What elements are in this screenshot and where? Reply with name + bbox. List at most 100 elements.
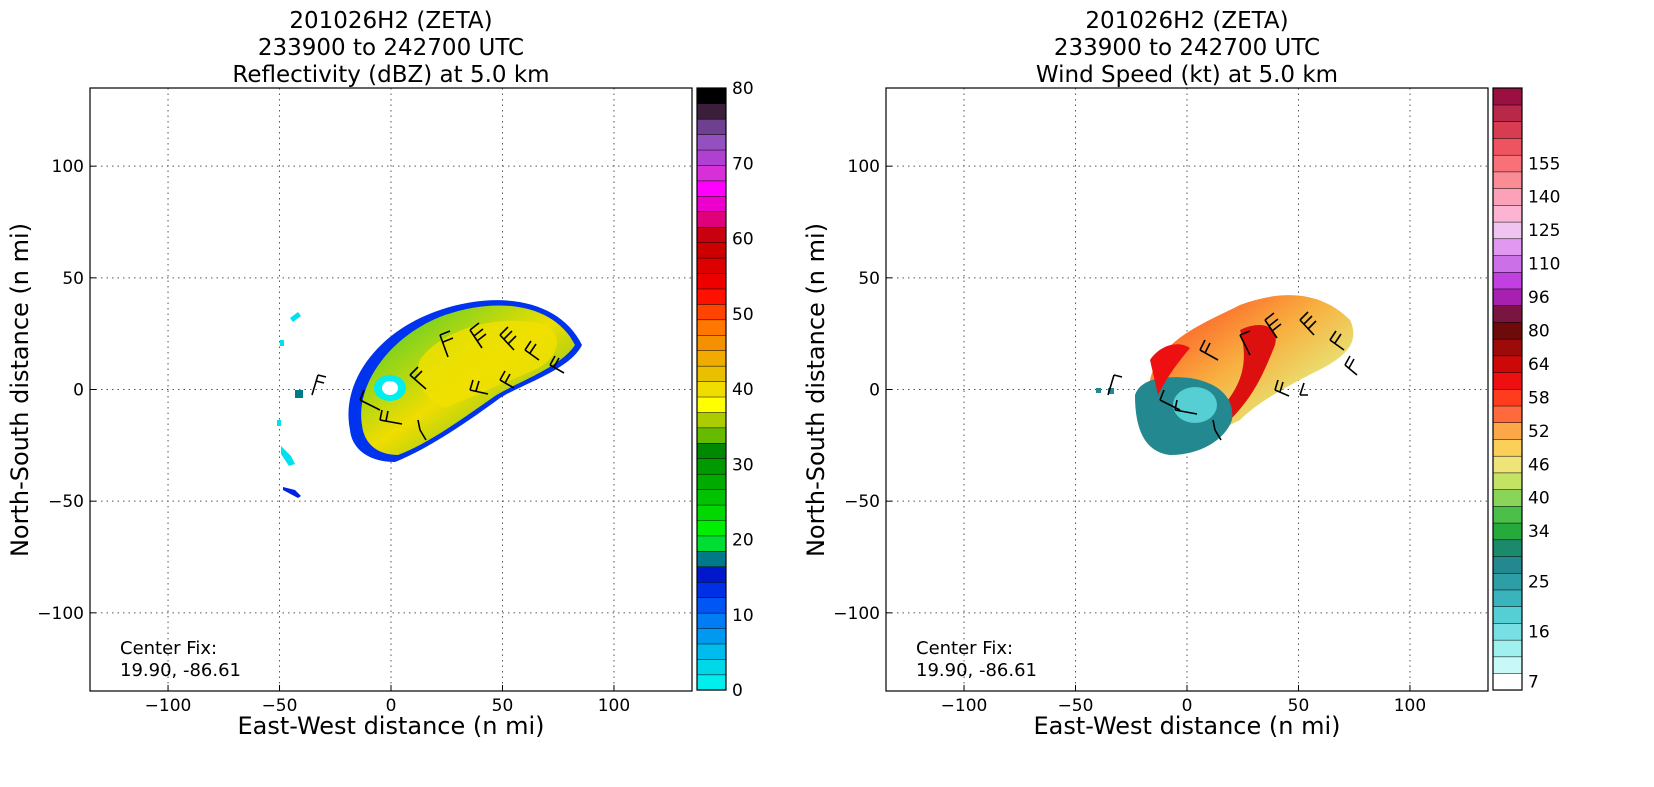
- colorbar-segment: [696, 628, 727, 645]
- colorbar-segment: [696, 411, 727, 429]
- colorbar-segment: [696, 489, 727, 506]
- right-y-tick-labels: −100 −50 0 50 100: [833, 157, 892, 624]
- colorbar-tick-label: 10: [732, 606, 754, 626]
- colorbar-segment: [1492, 422, 1523, 440]
- x-tick-label: 100: [1394, 696, 1426, 716]
- left-title-line1: 201026H2 (ZETA): [289, 8, 492, 34]
- colorbar-tick-label: 80: [1528, 321, 1550, 341]
- wind-red-west: [1150, 344, 1190, 395]
- colorbar-segment: [696, 180, 727, 197]
- colorbar-tick-label: 40: [1528, 489, 1550, 509]
- colorbar-segment: [1492, 405, 1523, 423]
- colorbar-segment: [1492, 455, 1523, 474]
- right-title-line3: Wind Speed (kt) at 5.0 km: [1036, 62, 1338, 88]
- colorbar-segment: [696, 103, 727, 120]
- colorbar-tick-label: 46: [1528, 455, 1550, 475]
- y-tick-label: 50: [62, 269, 84, 289]
- colorbar-tick-label: 125: [1528, 221, 1560, 241]
- colorbar-segment: [1492, 121, 1523, 139]
- reflectivity-scatter-south: [283, 487, 301, 498]
- colorbar-tick-label: 96: [1528, 288, 1550, 308]
- colorbar-segment: [1492, 589, 1523, 607]
- colorbar-segment: [696, 195, 727, 213]
- colorbar-tick-label: 60: [732, 230, 754, 250]
- colorbar-segment: [696, 597, 727, 614]
- left-title-line3: Reflectivity (dBZ) at 5.0 km: [232, 62, 549, 88]
- colorbar-segment: [696, 226, 727, 243]
- wind-speed-colorbar: [1492, 87, 1523, 691]
- colorbar-segment: [696, 458, 727, 475]
- x-tick-label: 0: [386, 696, 397, 716]
- colorbar-segment: [1492, 137, 1523, 156]
- colorbar-segment: [696, 288, 727, 305]
- y-tick-label: 100: [52, 157, 84, 177]
- colorbar-tick-label: 30: [732, 455, 754, 475]
- x-tick-label: −50: [262, 696, 298, 716]
- left-x-tick-labels: −100 −50 0 50 100: [145, 685, 630, 716]
- wind-eye: [1173, 387, 1217, 423]
- colorbar-segment: [696, 87, 727, 104]
- colorbar-segment: [696, 473, 727, 490]
- colorbar-tick-label: 40: [732, 380, 754, 400]
- x-tick-label: −100: [145, 696, 192, 716]
- colorbar-tick-label: 16: [1528, 622, 1550, 642]
- left-center-fix-value: 19.90, -86.61: [120, 660, 241, 681]
- colorbar-segment: [696, 442, 727, 460]
- colorbar-segment: [1492, 656, 1523, 674]
- x-tick-label: 50: [492, 696, 514, 716]
- left-ylabel: North-South distance (n mi): [6, 223, 34, 557]
- reflectivity-scatter-center: [295, 390, 303, 398]
- colorbar-segment: [696, 396, 727, 413]
- colorbar-tick-label: 25: [1528, 572, 1550, 592]
- colorbar-segment: [1492, 221, 1523, 240]
- colorbar-segment: [1492, 254, 1523, 273]
- reflectivity-colorbar-labels: 0 10 20 30 40 50 60 70 80: [732, 79, 754, 701]
- left-title-line2: 233900 to 242700 UTC: [258, 35, 524, 61]
- y-tick-label: 50: [858, 269, 880, 289]
- colorbar-segment: [696, 519, 727, 537]
- wind-speed-colorbar-labels: 7 16 25 34 40 46 52 58 64 80 96 110 125 140 155: [1528, 154, 1560, 692]
- colorbar-tick-label: 140: [1528, 188, 1560, 208]
- colorbar-segment: [1492, 489, 1523, 507]
- right-title-line2: 233900 to 242700 UTC: [1054, 35, 1320, 61]
- colorbar-tick-label: 0: [732, 681, 743, 701]
- colorbar-segment: [1492, 305, 1523, 323]
- colorbar-segment: [696, 581, 727, 598]
- colorbar-segment: [1492, 555, 1523, 574]
- y-tick-label: −100: [37, 604, 84, 624]
- colorbar-segment: [696, 643, 727, 660]
- colorbar-segment: [696, 118, 727, 135]
- colorbar-segment: [1492, 572, 1523, 591]
- colorbar-segment: [696, 427, 727, 444]
- colorbar-tick-label: 64: [1528, 355, 1550, 375]
- right-center-fix-value: 19.90, -86.61: [916, 660, 1037, 681]
- colorbar-segment: [1492, 321, 1523, 340]
- colorbar-segment: [1492, 606, 1523, 624]
- x-tick-label: 0: [1182, 696, 1193, 716]
- colorbar-tick-label: 58: [1528, 388, 1550, 408]
- colorbar-segment: [696, 257, 727, 274]
- colorbar-segment: [1492, 372, 1523, 390]
- right-gridlines: [886, 88, 1488, 691]
- right-xlabel: East-West distance (n mi): [1033, 712, 1340, 740]
- y-tick-label: −50: [844, 492, 880, 512]
- left-center-fix-label: Center Fix:: [120, 638, 217, 659]
- colorbar-segment: [696, 566, 727, 583]
- wind-speed-colorbar-frame: [1492, 87, 1523, 691]
- colorbar-segment: [1492, 505, 1523, 524]
- colorbar-segment: [696, 612, 727, 629]
- left-xlabel: East-West distance (n mi): [237, 712, 544, 740]
- reflectivity-colorbar: [696, 87, 727, 691]
- colorbar-tick-label: 50: [732, 305, 754, 325]
- y-tick-label: −100: [833, 604, 880, 624]
- right-x-tick-labels: −100 −50 0 50 100: [941, 685, 1426, 716]
- colorbar-tick-label: 52: [1528, 422, 1550, 442]
- colorbar-segment: [696, 334, 727, 351]
- colorbar-segment: [1492, 204, 1523, 223]
- colorbar-segment: [696, 550, 727, 568]
- colorbar-segment: [1492, 188, 1523, 206]
- x-tick-label: −50: [1058, 696, 1094, 716]
- colorbar-segment: [696, 319, 727, 336]
- colorbar-segment: [696, 504, 727, 521]
